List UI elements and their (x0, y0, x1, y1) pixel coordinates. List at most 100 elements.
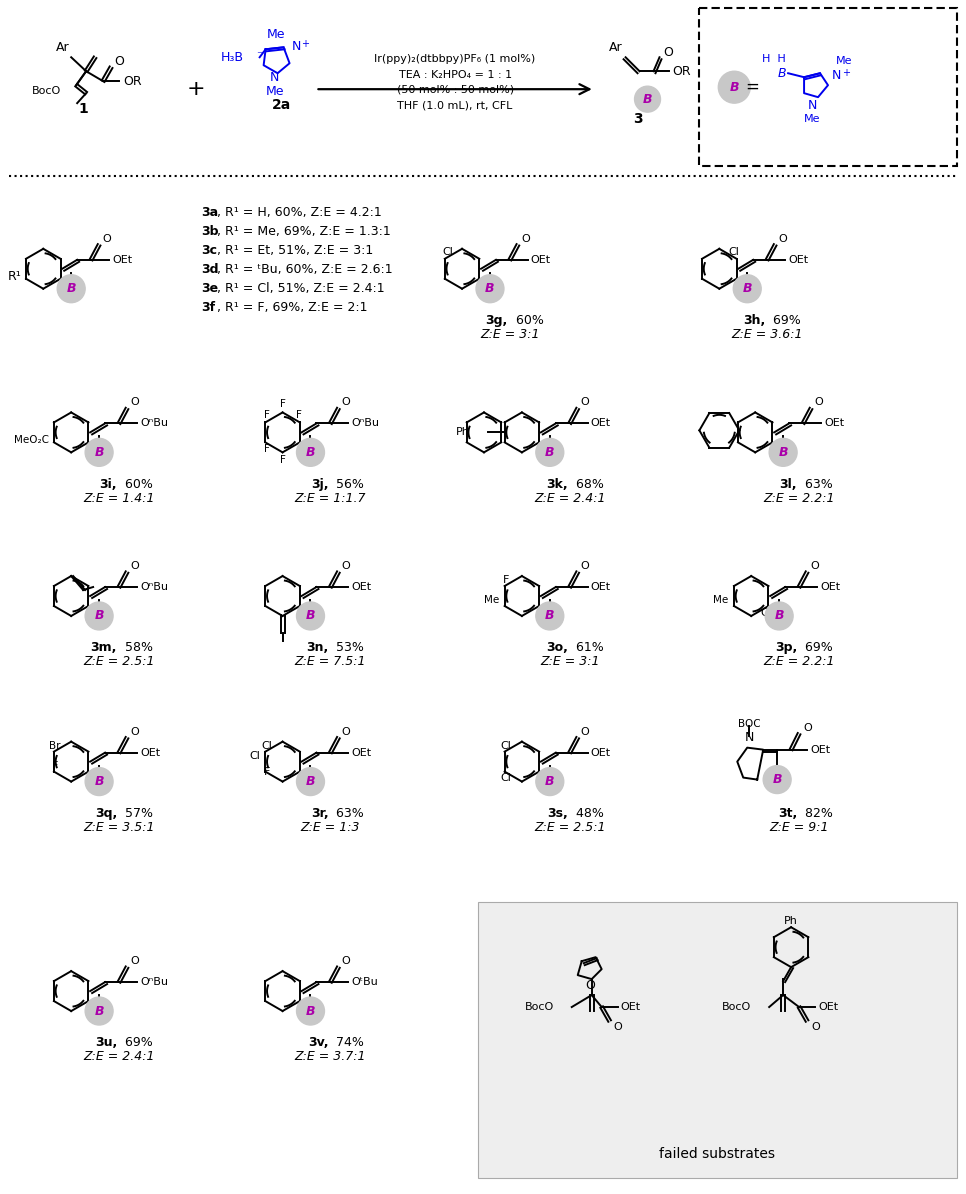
Text: O: O (521, 234, 529, 244)
Text: , R¹ = H, 60%, Z:E = 4.2:1: , R¹ = H, 60%, Z:E = 4.2:1 (216, 207, 382, 220)
Text: OEt: OEt (824, 418, 844, 429)
Circle shape (733, 275, 761, 303)
Text: 60%: 60% (121, 478, 153, 491)
Text: 3n,: 3n, (306, 641, 328, 654)
Text: F: F (264, 411, 270, 420)
Text: B: B (306, 775, 315, 788)
Text: B: B (485, 282, 495, 295)
Text: O: O (584, 979, 595, 991)
Text: Z:E = 2.4:1: Z:E = 2.4:1 (83, 1051, 155, 1064)
Text: 3c: 3c (201, 245, 216, 258)
Text: Ph: Ph (456, 427, 470, 437)
Text: Z:E = 2.2:1: Z:E = 2.2:1 (763, 656, 835, 669)
Text: 3l,: 3l, (780, 478, 797, 491)
Text: F: F (279, 455, 286, 466)
Text: 61%: 61% (572, 641, 604, 654)
Text: B: B (95, 1004, 104, 1017)
Text: 3p,: 3p, (775, 641, 797, 654)
Text: failed substrates: failed substrates (660, 1146, 776, 1161)
Text: 57%: 57% (121, 807, 153, 820)
Text: O: O (581, 561, 589, 571)
Text: +: + (842, 68, 850, 79)
Text: O: O (779, 234, 787, 244)
Text: Cl: Cl (728, 247, 740, 257)
Text: (50 mol% : 50 mol%): (50 mol% : 50 mol%) (396, 85, 514, 94)
Text: O: O (664, 45, 673, 59)
Text: 3m,: 3m, (91, 641, 117, 654)
Text: O: O (581, 727, 589, 737)
Text: OR: OR (123, 75, 142, 87)
Text: O: O (814, 398, 823, 407)
Text: 69%: 69% (121, 1036, 153, 1050)
Text: Cl: Cl (761, 608, 772, 618)
Text: OⁿBu: OⁿBu (140, 418, 168, 429)
Circle shape (536, 438, 564, 467)
Text: O: O (581, 398, 589, 407)
Text: O: O (811, 1022, 820, 1032)
Text: OEt: OEt (531, 254, 551, 265)
Text: , R¹ = ᵗBu, 60%, Z:E = 2.6:1: , R¹ = ᵗBu, 60%, Z:E = 2.6:1 (216, 263, 392, 276)
Text: 3i,: 3i, (99, 478, 117, 491)
Text: N: N (292, 39, 301, 53)
Text: B: B (95, 445, 104, 458)
Text: 1: 1 (78, 103, 88, 116)
Text: , R¹ = F, 69%, Z:E = 2:1: , R¹ = F, 69%, Z:E = 2:1 (216, 301, 367, 314)
Text: OⁿBu: OⁿBu (352, 418, 380, 429)
Text: Z:E = 1:3: Z:E = 1:3 (300, 821, 360, 833)
Text: Ir(ppy)₂(dtbbpy)PF₆ (1 mol%): Ir(ppy)₂(dtbbpy)PF₆ (1 mol%) (375, 54, 536, 64)
Text: 74%: 74% (332, 1036, 364, 1050)
Text: Ar: Ar (56, 41, 70, 54)
Text: OEt: OEt (820, 581, 840, 592)
Text: O: O (114, 55, 124, 68)
Text: OEt: OEt (620, 1002, 640, 1013)
Text: O: O (803, 722, 811, 733)
Text: 53%: 53% (332, 641, 364, 654)
Text: O: O (341, 398, 350, 407)
Text: R¹: R¹ (8, 270, 21, 283)
Text: OⁿBu: OⁿBu (140, 581, 168, 592)
Text: , R¹ = Cl, 51%, Z:E = 2.4:1: , R¹ = Cl, 51%, Z:E = 2.4:1 (216, 282, 384, 295)
Text: 63%: 63% (801, 478, 833, 491)
Text: O: O (130, 956, 139, 966)
Text: Me: Me (266, 85, 284, 98)
Circle shape (536, 602, 564, 630)
Text: 56%: 56% (332, 478, 364, 491)
Text: O: O (613, 1022, 622, 1032)
Text: B: B (642, 93, 652, 105)
Text: Ph: Ph (784, 916, 798, 927)
Text: 3o,: 3o, (546, 641, 568, 654)
Text: 3q,: 3q, (95, 807, 117, 820)
Text: H₃B: H₃B (220, 51, 243, 63)
Text: OᵗBu: OᵗBu (352, 977, 378, 987)
Text: OEt: OEt (140, 747, 160, 758)
Text: 3t,: 3t, (778, 807, 797, 820)
Text: 3h,: 3h, (743, 314, 765, 327)
Text: F: F (502, 576, 509, 585)
Circle shape (769, 438, 797, 467)
Text: N: N (745, 731, 753, 744)
Circle shape (85, 438, 113, 467)
Text: OEt: OEt (810, 745, 830, 755)
Text: MeO₂C: MeO₂C (14, 436, 49, 445)
Circle shape (476, 275, 504, 303)
Text: 69%: 69% (801, 641, 833, 654)
Text: Z:E = 3.7:1: Z:E = 3.7:1 (295, 1051, 366, 1064)
Text: 63%: 63% (332, 807, 364, 820)
Circle shape (765, 602, 793, 630)
Text: N: N (808, 99, 816, 112)
Text: 2a: 2a (272, 98, 291, 112)
Text: Me: Me (484, 595, 499, 605)
Text: 3: 3 (633, 112, 642, 127)
Text: OⁿBu: OⁿBu (140, 977, 168, 987)
Text: Z:E = 3.6:1: Z:E = 3.6:1 (731, 328, 803, 341)
Text: Z:E = 2.2:1: Z:E = 2.2:1 (763, 492, 835, 505)
Text: TEA : K₂HPO₄ = 1 : 1: TEA : K₂HPO₄ = 1 : 1 (399, 70, 512, 80)
Text: , R¹ = Me, 69%, Z:E = 1.3:1: , R¹ = Me, 69%, Z:E = 1.3:1 (216, 226, 390, 239)
Text: BOC: BOC (738, 719, 760, 728)
Text: O: O (130, 727, 139, 737)
Text: Z:E = 1.4:1: Z:E = 1.4:1 (83, 492, 155, 505)
Text: OEt: OEt (352, 581, 372, 592)
Text: 3k,: 3k, (546, 478, 568, 491)
Circle shape (85, 768, 113, 795)
Text: B: B (545, 775, 554, 788)
